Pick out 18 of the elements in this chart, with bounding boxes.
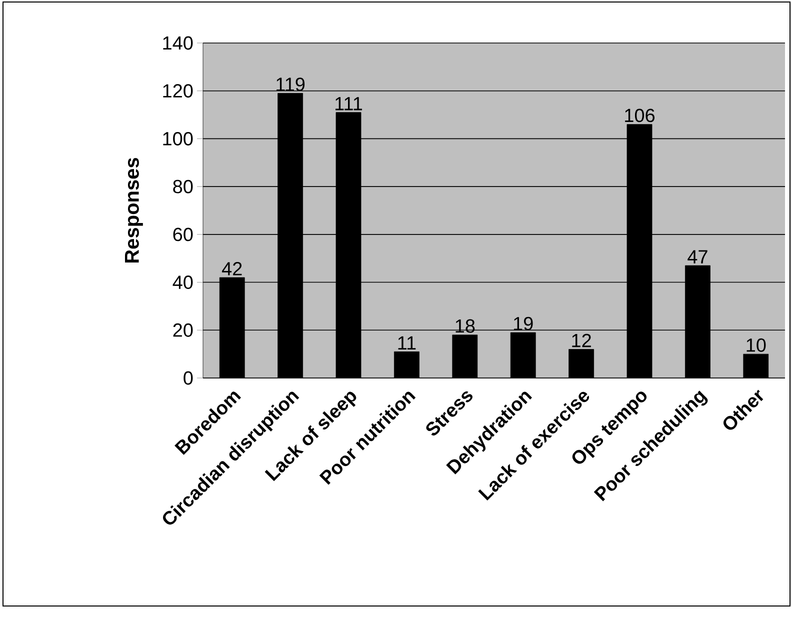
y-tick-label: 60	[173, 228, 193, 242]
y-tick-label: 40	[172, 276, 193, 290]
data-label: 106	[625, 108, 655, 122]
y-tick-label: 120	[163, 84, 193, 98]
data-label: 12	[572, 334, 591, 348]
data-label: 47	[688, 250, 708, 264]
data-label: 42	[222, 262, 242, 276]
data-label: 19	[514, 316, 533, 330]
data-label: 11	[398, 336, 416, 350]
data-label: 18	[456, 319, 475, 333]
y-tick-label: 100	[163, 132, 193, 146]
y-tick-label: 140	[163, 36, 193, 50]
y-tick-label: 0	[184, 371, 193, 385]
data-label: 10	[746, 338, 766, 352]
data-label: 111	[336, 97, 362, 110]
y-tick-label: 20	[173, 323, 193, 337]
y-tick-label: 80	[173, 180, 193, 194]
y-axis-title: Responses	[125, 158, 143, 263]
